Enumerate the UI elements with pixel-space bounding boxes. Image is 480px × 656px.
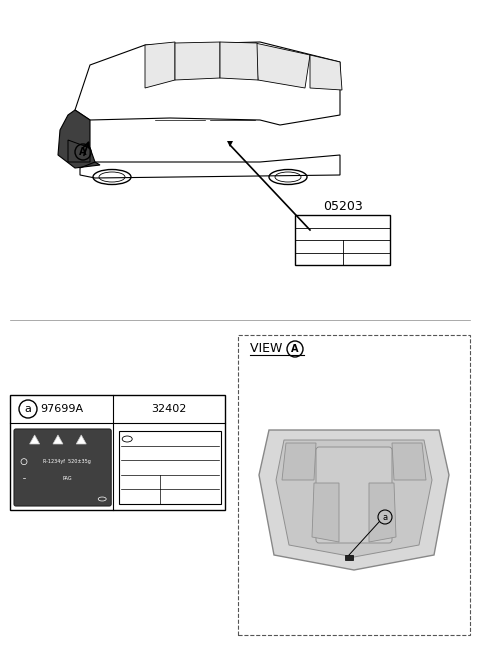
Polygon shape bbox=[76, 435, 86, 444]
Polygon shape bbox=[220, 42, 258, 80]
Polygon shape bbox=[312, 483, 339, 542]
Polygon shape bbox=[175, 42, 220, 80]
Polygon shape bbox=[227, 141, 233, 147]
Text: R-1234yf  520±35g: R-1234yf 520±35g bbox=[43, 459, 91, 464]
FancyBboxPatch shape bbox=[316, 447, 392, 543]
Bar bbox=[295, 215, 390, 265]
Text: A: A bbox=[79, 147, 87, 157]
Polygon shape bbox=[276, 440, 432, 557]
Polygon shape bbox=[53, 435, 63, 444]
Text: A: A bbox=[291, 344, 299, 354]
Polygon shape bbox=[369, 483, 396, 542]
Polygon shape bbox=[30, 435, 40, 444]
Bar bbox=[238, 335, 470, 635]
Polygon shape bbox=[282, 443, 316, 480]
Bar bbox=[10, 395, 225, 510]
Polygon shape bbox=[58, 110, 100, 168]
FancyBboxPatch shape bbox=[14, 429, 111, 506]
Polygon shape bbox=[255, 43, 310, 88]
Text: 97699A: 97699A bbox=[40, 404, 83, 414]
Bar bbox=[119, 431, 221, 504]
Polygon shape bbox=[145, 42, 175, 88]
Polygon shape bbox=[310, 55, 342, 90]
Text: a: a bbox=[383, 512, 387, 522]
Bar bbox=[345, 555, 353, 560]
Text: 32402: 32402 bbox=[151, 404, 187, 414]
Text: 05203: 05203 bbox=[323, 201, 362, 213]
Text: VIEW: VIEW bbox=[250, 342, 287, 356]
Text: a: a bbox=[24, 404, 31, 414]
Polygon shape bbox=[392, 443, 426, 480]
Text: PAG: PAG bbox=[62, 476, 72, 481]
Polygon shape bbox=[259, 430, 449, 570]
